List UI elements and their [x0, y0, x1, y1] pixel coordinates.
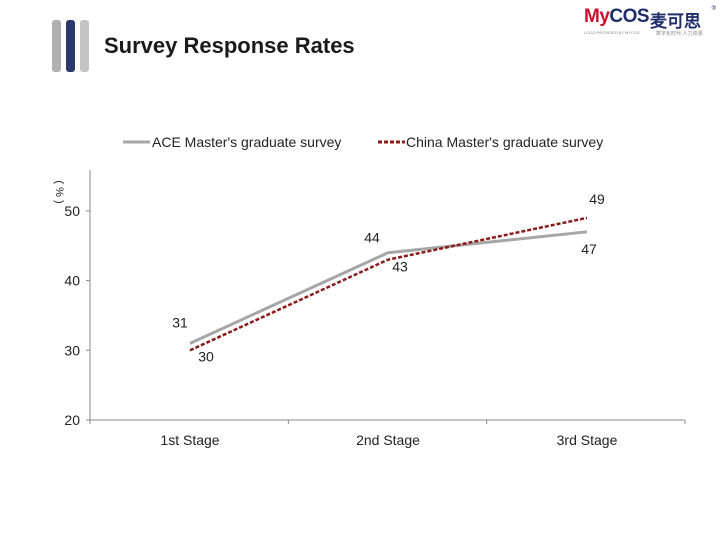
- logo-chinese: 麦可思: [650, 12, 701, 31]
- y-tick-label: 50: [64, 203, 80, 219]
- y-axis-label: ( % ): [53, 180, 65, 203]
- logo-registered: ®: [711, 6, 716, 12]
- decor-bar-3: [80, 20, 89, 72]
- logo-tagline-en: LOGO PROVIDED BY MYCOS: [584, 30, 640, 35]
- legend-label-2: China Master's graduate survey: [406, 134, 603, 150]
- data-labels: 31 44 47 30 43 49: [172, 191, 605, 364]
- y-tick-label: 40: [64, 273, 80, 289]
- decor-bar-2: [66, 20, 75, 72]
- data-label: 30: [198, 348, 214, 364]
- data-label: 44: [364, 230, 380, 246]
- series-line-2: [189, 216, 588, 352]
- chart-axes: 20 30 40 50 1st Stage 2nd Stage 3rd Stage ( % ): [53, 170, 686, 448]
- x-tick-label: 1st Stage: [160, 432, 219, 448]
- legend: ACE Master's graduate survey China Master…: [123, 134, 603, 150]
- chart-series: [189, 216, 588, 352]
- logo-tagline-cn: 数字化时代·人力资源: [656, 31, 703, 37]
- data-label: 31: [172, 314, 188, 330]
- title-decoration: [52, 20, 92, 72]
- series-line-1: [189, 230, 588, 345]
- logo-latin: MyCOS: [584, 6, 650, 27]
- x-tick-label: 3rd Stage: [557, 432, 618, 448]
- mycos-logo: MyCOS 麦可思 ® LOGO PROVIDED BY MYCOS 数字化时代…: [584, 6, 716, 42]
- x-tick-label: 2nd Stage: [356, 432, 420, 448]
- data-label: 43: [392, 259, 408, 275]
- y-tick-label: 30: [64, 342, 80, 358]
- page-title: Survey Response Rates: [104, 33, 355, 58]
- legend-label-1: ACE Master's graduate survey: [152, 134, 341, 150]
- decor-bar-1: [52, 20, 61, 72]
- data-label: 49: [589, 191, 605, 207]
- data-label: 47: [581, 241, 597, 257]
- y-tick-label: 20: [64, 412, 80, 428]
